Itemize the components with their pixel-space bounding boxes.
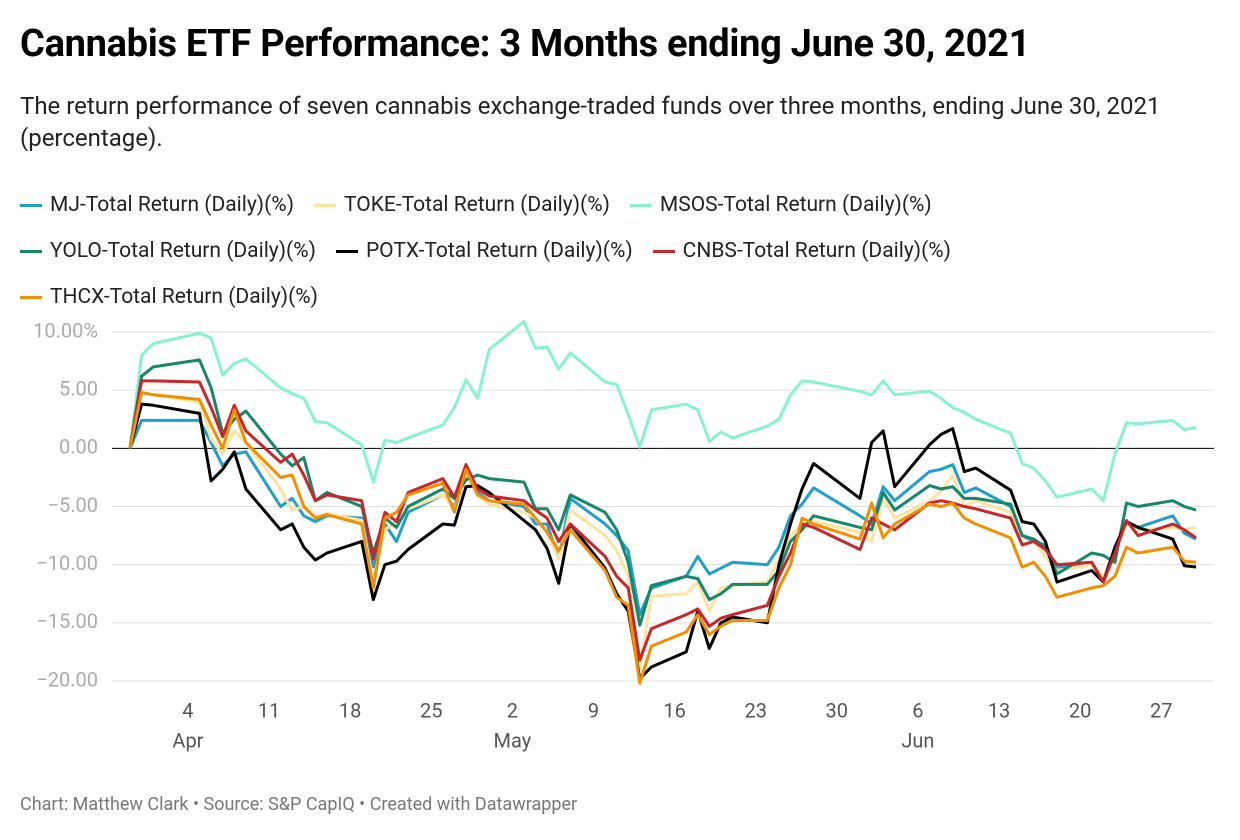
x-tick-label: 9	[588, 698, 599, 722]
x-tick-label: 13	[988, 698, 1010, 722]
series-line	[128, 418, 1197, 617]
legend-label: TOKE-Total Return (Daily)(%)	[344, 193, 610, 217]
legend-label: MJ-Total Return (Daily)(%)	[50, 193, 295, 217]
legend-label: MSOS-Total Return (Daily)(%)	[659, 193, 932, 217]
legend-item: THCX-Total Return (Daily)(%)	[20, 274, 318, 320]
legend-item: CNBS-Total Return (Daily)(%)	[652, 228, 951, 274]
y-tick-label: 10.00%	[33, 318, 98, 342]
chart-subtitle: The return performance of seven cannabis…	[20, 92, 1161, 152]
legend-label: YOLO-Total Return (Daily)(%)	[50, 239, 316, 263]
y-tick-label: −15.00	[36, 609, 98, 633]
legend-item: MJ-Total Return (Daily)(%)	[20, 182, 294, 228]
y-tick-label: 0.00	[59, 435, 98, 459]
x-tick-label: 23	[744, 698, 766, 722]
footer: Chart: Matthew Clark • Source: S&P CapIQ…	[20, 794, 578, 815]
series-line	[128, 358, 1197, 627]
series-line	[128, 379, 1197, 662]
legend-item: POTX-Total Return (Daily)(%)	[335, 228, 633, 274]
chart-title: Cannabis ETF Performance: 3 Months endin…	[20, 22, 1031, 66]
legend-item: YOLO-Total Return (Daily)(%)	[20, 228, 316, 274]
series-line	[128, 391, 1197, 671]
x-tick-label: 27	[1150, 698, 1172, 722]
series-line	[128, 402, 1197, 681]
legend-item: MSOS-Total Return (Daily)(%)	[629, 182, 932, 228]
x-month-label: Jun	[901, 728, 934, 752]
legend-swatch	[20, 203, 42, 207]
x-tick-label: 4	[182, 698, 193, 722]
legend-swatch	[20, 295, 42, 299]
legend: MJ-Total Return (Daily)(%) TOKE-Total Ret…	[20, 182, 1140, 320]
x-tick-label: 11	[258, 698, 280, 722]
x-tick-label: 20	[1069, 698, 1091, 722]
legend-swatch	[314, 203, 337, 207]
legend-swatch	[20, 249, 42, 253]
y-tick-label: −20.00	[36, 667, 98, 691]
series-line	[128, 320, 1197, 503]
legend-label: THCX-Total Return (Daily)(%)	[50, 285, 318, 309]
x-month-label: Apr	[172, 728, 203, 752]
x-tick-label: 25	[420, 698, 442, 722]
y-tick-label: −10.00	[36, 551, 98, 575]
x-tick-label: 6	[912, 698, 923, 722]
legend-item: TOKE-Total Return (Daily)(%)	[314, 182, 610, 228]
x-tick-label: 18	[339, 698, 361, 722]
x-tick-label: 2	[507, 698, 518, 722]
legend-swatch	[652, 249, 675, 253]
x-month-label: May	[494, 728, 532, 752]
legend-swatch	[335, 249, 358, 253]
x-tick-label: 30	[826, 698, 848, 722]
legend-swatch	[629, 203, 652, 207]
series-line	[128, 391, 1197, 685]
legend-label: CNBS-Total Return (Daily)(%)	[682, 239, 951, 263]
y-tick-label: −5.00	[48, 493, 98, 517]
legend-label: POTX-Total Return (Daily)(%)	[365, 239, 633, 263]
x-tick-label: 16	[663, 698, 685, 722]
y-tick-label: 5.00	[59, 376, 98, 400]
